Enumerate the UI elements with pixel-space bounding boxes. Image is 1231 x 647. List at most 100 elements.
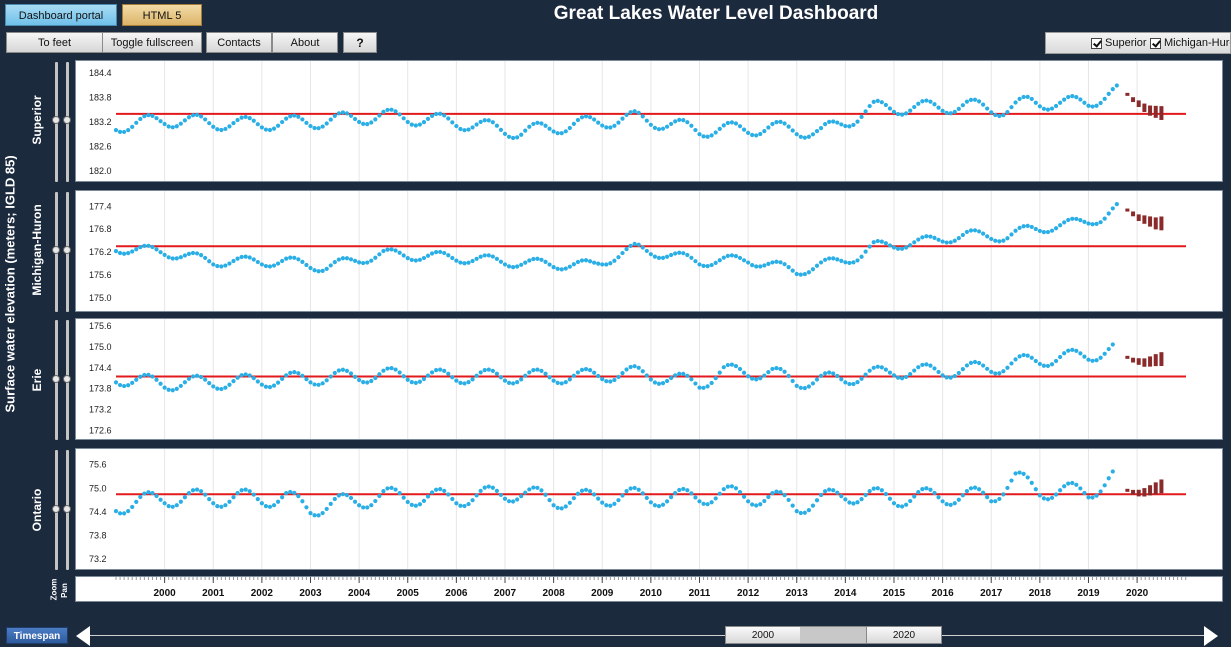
data-point — [721, 487, 726, 492]
forecast-bar — [1148, 485, 1153, 496]
zoom-handle[interactable] — [52, 116, 60, 124]
data-point — [446, 371, 451, 376]
data-point — [1017, 354, 1022, 359]
data-point — [539, 121, 544, 126]
data-point — [624, 489, 629, 494]
data-point — [818, 492, 824, 498]
data-point — [259, 262, 264, 267]
data-point — [859, 376, 864, 381]
html5-button[interactable]: HTML 5 — [122, 4, 202, 26]
contacts-button[interactable]: Contacts — [206, 32, 272, 53]
legend-label: Michigan-Huron — [1164, 37, 1230, 49]
data-point — [596, 261, 601, 266]
data-point — [592, 370, 597, 375]
about-button[interactable]: About — [272, 32, 338, 53]
pan-handle[interactable] — [63, 375, 71, 383]
legend-item-superior[interactable]: Superior — [1091, 37, 1147, 49]
data-point — [1045, 497, 1051, 502]
data-point — [271, 503, 277, 508]
pan-left-arrow-icon[interactable] — [76, 626, 90, 646]
data-point — [1049, 495, 1055, 500]
data-point — [863, 109, 868, 114]
zoom-handle[interactable] — [52, 246, 60, 254]
pan-handle[interactable] — [63, 116, 71, 124]
data-point — [701, 134, 706, 139]
pan-handle[interactable] — [63, 505, 71, 513]
data-point — [608, 503, 613, 508]
plot-erie[interactable]: 175.6 175.0 174.4 173.8 173.2 172.6 — [75, 318, 1223, 440]
data-point — [875, 238, 880, 244]
data-point — [494, 256, 499, 261]
timespan-window[interactable] — [800, 626, 866, 644]
data-point — [470, 125, 475, 130]
plot-superior[interactable]: 184.4 183.8 183.2 182.6 182.0 — [75, 60, 1223, 182]
data-point — [851, 122, 856, 128]
data-point — [117, 250, 123, 256]
data-point — [551, 503, 556, 508]
data-point — [648, 377, 653, 382]
data-point — [515, 380, 520, 385]
data-point — [855, 380, 860, 385]
checkbox-icon[interactable] — [1150, 37, 1161, 49]
forecast-bar — [1148, 216, 1153, 227]
data-point — [203, 117, 208, 122]
data-point — [952, 501, 957, 506]
data-point — [798, 134, 803, 139]
data-point — [802, 135, 807, 140]
timespan-button[interactable]: Timespan — [6, 627, 68, 644]
data-point — [908, 372, 913, 377]
data-point — [170, 256, 175, 261]
data-point — [401, 116, 406, 121]
y-tick-label: 174.4 — [89, 363, 112, 373]
data-point — [620, 250, 625, 256]
data-point — [320, 268, 325, 274]
data-point — [296, 494, 301, 499]
data-point — [750, 502, 755, 507]
toggle-fullscreen-button[interactable]: Toggle fullscreen — [102, 32, 202, 53]
zoom-handle[interactable] — [52, 505, 60, 513]
help-button[interactable]: ? — [343, 32, 377, 53]
pan-right-arrow-icon[interactable] — [1204, 626, 1218, 646]
data-point — [798, 385, 803, 390]
data-point — [782, 369, 787, 374]
timespan-end[interactable]: 2020 — [866, 626, 942, 644]
y-tick-label: 73.2 — [89, 554, 107, 564]
data-point — [822, 489, 828, 494]
data-point — [397, 112, 402, 117]
data-point — [737, 366, 743, 372]
data-point — [377, 372, 382, 377]
data-point — [993, 499, 998, 504]
legend-item-michigan-huron[interactable]: Michigan-Huron — [1150, 37, 1230, 49]
pan-handle[interactable] — [63, 246, 71, 254]
data-point — [774, 489, 779, 494]
data-point — [583, 366, 589, 372]
data-point — [304, 262, 309, 268]
plot-michigan-huron[interactable]: 177.4 176.8 176.2 175.6 175.0 — [75, 190, 1223, 312]
checkbox-icon[interactable] — [1091, 37, 1102, 49]
data-point — [794, 383, 799, 388]
data-point — [361, 121, 366, 127]
plot-ontario[interactable]: 75.6 75.0 74.4 73.8 73.2 — [75, 448, 1223, 570]
data-point — [227, 499, 232, 504]
data-point — [502, 131, 508, 136]
data-point — [993, 371, 998, 376]
data-point — [883, 367, 888, 372]
data-point — [867, 244, 872, 249]
y-tick-label: 75.6 — [89, 460, 107, 470]
data-point — [158, 497, 163, 502]
data-point — [409, 502, 414, 508]
data-point — [827, 487, 832, 492]
timespan-start[interactable]: 2000 — [725, 626, 801, 644]
data-point — [1102, 216, 1107, 221]
data-point — [640, 114, 645, 119]
lake-legend: Superior Michigan-Huron — [1045, 32, 1231, 54]
data-point — [1053, 492, 1059, 497]
data-point — [227, 124, 232, 129]
forecast-bar — [1125, 488, 1130, 492]
data-point — [770, 491, 775, 496]
zoom-handle[interactable] — [52, 375, 60, 383]
dashboard-portal-button[interactable]: Dashboard portal — [5, 4, 117, 26]
data-point — [1009, 232, 1014, 237]
to-feet-button[interactable]: To feet — [6, 32, 103, 53]
data-point — [502, 378, 508, 383]
